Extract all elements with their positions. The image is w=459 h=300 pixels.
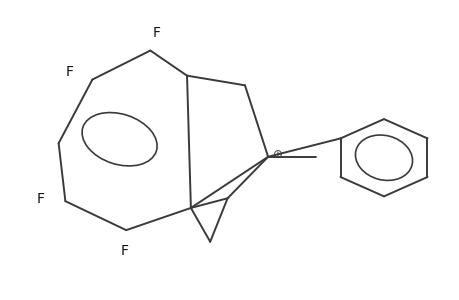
Text: ⊕: ⊕: [272, 148, 282, 161]
Text: F: F: [36, 192, 44, 206]
Text: F: F: [120, 244, 128, 258]
Text: F: F: [153, 26, 161, 40]
Text: F: F: [65, 65, 73, 79]
